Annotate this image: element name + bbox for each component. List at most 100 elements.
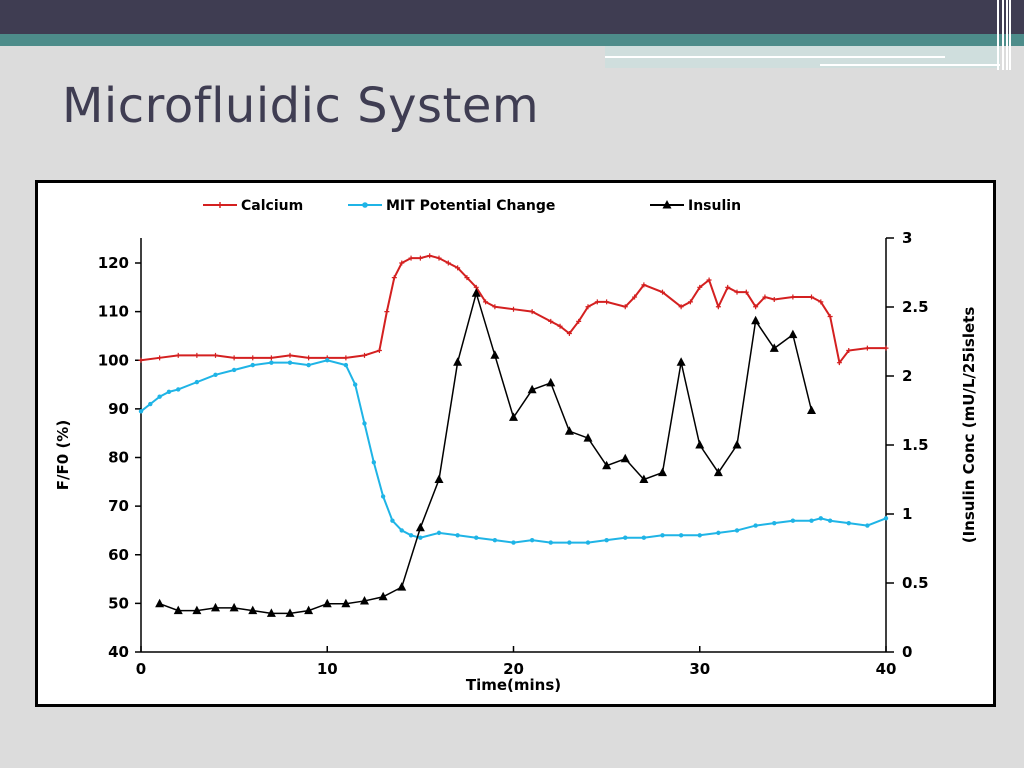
data-point — [157, 394, 162, 399]
data-point — [250, 355, 256, 361]
data-point — [408, 255, 414, 261]
data-point — [585, 540, 591, 545]
legend-marker — [662, 200, 672, 209]
data-point — [818, 299, 824, 305]
legend-marker — [217, 202, 223, 208]
x-tick-label: 30 — [689, 660, 710, 678]
data-point — [658, 467, 667, 477]
x-tick-label: 40 — [876, 660, 897, 678]
data-point — [660, 289, 665, 295]
data-point — [194, 379, 200, 385]
chart-frame: Calcium MIT Potential Change Insulin 0 10 20… — [35, 180, 996, 707]
legend-label: MIT Potential Change — [386, 198, 555, 214]
data-point — [306, 355, 312, 361]
data-point — [285, 608, 295, 617]
header-teal-band — [0, 34, 1024, 46]
data-point — [594, 299, 600, 305]
series-insulin — [155, 288, 816, 617]
x-tick-label: 10 — [317, 660, 338, 678]
data-point — [883, 516, 889, 521]
data-point — [716, 530, 721, 536]
data-point — [269, 360, 274, 365]
data-point — [287, 352, 293, 358]
data-point — [583, 433, 593, 442]
data-point — [695, 440, 705, 449]
data-point — [566, 331, 572, 337]
data-point — [155, 598, 165, 608]
data-point — [343, 355, 349, 361]
data-point — [391, 275, 397, 281]
data-point — [527, 384, 537, 394]
data-point — [268, 355, 274, 361]
data-point — [417, 255, 423, 261]
y2-axis-title: (Insulin Conc (mU/L/25islets — [960, 307, 978, 544]
data-point — [436, 530, 442, 536]
data-point — [706, 277, 712, 283]
y-tick-label: 50 — [108, 594, 129, 612]
y-tick-label: 80 — [108, 449, 129, 467]
data-point — [734, 528, 740, 533]
y-axis-title: F/F0 (%) — [54, 420, 72, 490]
y-tick-label: 60 — [108, 546, 129, 564]
data-point — [546, 377, 556, 387]
data-point — [585, 304, 591, 310]
data-point — [474, 535, 479, 540]
data-point — [399, 528, 404, 533]
data-point — [362, 352, 367, 358]
data-point — [864, 345, 870, 351]
y2-tick-label: 2 — [902, 367, 912, 385]
data-point — [836, 360, 842, 366]
y-tick-label: 40 — [108, 643, 129, 661]
data-point — [250, 362, 255, 368]
data-point — [641, 282, 647, 288]
data-point — [529, 537, 535, 543]
x-tick-label: 0 — [136, 660, 146, 678]
data-point — [360, 595, 369, 605]
data-point — [511, 306, 516, 312]
data-point — [138, 409, 144, 414]
data-point — [743, 289, 749, 295]
data-point — [322, 598, 332, 608]
data-point — [827, 313, 833, 319]
y-tick-label: 100 — [98, 351, 129, 369]
data-point — [676, 357, 686, 366]
data-point — [483, 299, 489, 305]
data-point — [436, 255, 442, 261]
data-point — [697, 533, 702, 538]
data-point — [564, 426, 574, 435]
header-accent-line-lower — [820, 64, 1000, 66]
chart: Calcium MIT Potential Change Insulin 0 10 20… — [54, 198, 978, 694]
data-point — [376, 348, 382, 354]
y2-tick-label: 1 — [902, 505, 912, 523]
data-point — [418, 535, 423, 540]
data-point — [807, 405, 816, 414]
data-point — [192, 605, 202, 615]
data-point — [490, 350, 500, 359]
data-point — [384, 309, 390, 315]
plot-area — [138, 253, 889, 617]
data-point — [697, 284, 703, 290]
data-point — [213, 372, 218, 378]
data-point — [175, 352, 181, 358]
data-point — [751, 315, 761, 325]
data-point — [380, 494, 386, 499]
series-calcium — [138, 253, 889, 366]
data-point — [846, 348, 852, 354]
data-point — [176, 387, 181, 392]
data-point — [827, 518, 833, 523]
y-tick-label: 70 — [108, 497, 129, 515]
data-point — [678, 533, 684, 538]
series-line — [159, 290, 813, 615]
data-point — [453, 357, 463, 366]
data-point — [173, 605, 183, 615]
data-point — [455, 533, 460, 538]
x-axis-title: Time(mins) — [466, 676, 561, 694]
data-point — [725, 284, 731, 290]
data-point — [471, 288, 481, 297]
data-point — [660, 533, 665, 538]
data-point — [846, 520, 851, 526]
y2-tick-label: 3 — [902, 229, 912, 247]
data-point — [734, 289, 740, 295]
data-point — [378, 591, 388, 601]
data-point — [557, 323, 563, 329]
